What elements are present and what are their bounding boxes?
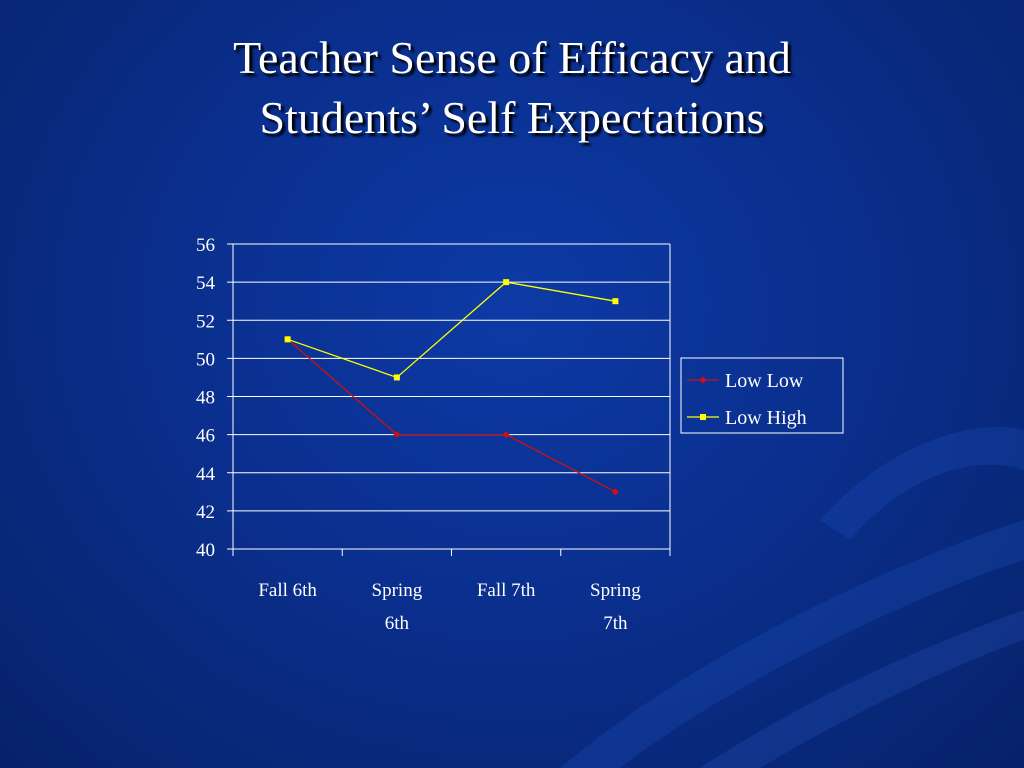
- x-tick-label-1: Spring: [372, 580, 423, 601]
- legend-item-low-low: Low Low: [687, 370, 804, 392]
- data-point: [393, 374, 400, 381]
- title-line-2: Students’ Self Expectations: [259, 92, 765, 143]
- y-tick-label-42: 42: [196, 502, 215, 523]
- y-tick-label-48: 48: [196, 388, 215, 409]
- series-low-high: [284, 279, 619, 381]
- data-point: [393, 431, 401, 439]
- axes: [227, 243, 671, 556]
- y-tick-label-44: 44: [196, 464, 216, 485]
- title-line-1: Teacher Sense of Efficacy and: [233, 32, 791, 83]
- x-tick-labels: Fall 6th Spring 6th Fall 7th Spring 7th: [258, 580, 641, 634]
- y-tick-label-50: 50: [196, 349, 215, 370]
- y-tick-label-52: 52: [196, 311, 215, 332]
- gridlines: [233, 243, 670, 512]
- y-tick-label-54: 54: [196, 273, 216, 294]
- legend-item-low-high: Low High: [687, 407, 807, 429]
- slide-title: Teacher Sense of Efficacy and Students’ …: [0, 28, 1024, 148]
- data-point: [284, 336, 291, 343]
- legend-label: Low Low: [725, 370, 804, 392]
- x-tick-label-0: Fall 6th: [258, 580, 317, 601]
- legend-label: Low High: [725, 407, 807, 429]
- data-point: [611, 488, 619, 496]
- y-tick-label-46: 46: [196, 426, 215, 447]
- y-tick-labels: 40 42 44 46 48 50 52 54 56: [196, 235, 216, 561]
- legend-marker: [700, 414, 706, 420]
- x-tick-label-2: Fall 7th: [477, 580, 536, 601]
- x-tick-label-3: Spring: [590, 580, 641, 601]
- legend-marker: [699, 376, 707, 384]
- data-point: [502, 431, 510, 439]
- x-tick-label-1-line2: 6th: [385, 613, 410, 634]
- y-tick-label-40: 40: [196, 540, 215, 561]
- legend: Low Low Low High: [680, 357, 844, 434]
- data-point: [612, 298, 619, 305]
- data-point: [503, 279, 510, 286]
- y-tick-label-56: 56: [196, 235, 215, 256]
- series-line: [287, 338, 616, 493]
- series-lines: [284, 279, 619, 496]
- series-line: [287, 281, 616, 379]
- x-tick-label-3-line2: 7th: [603, 613, 628, 634]
- series-low-low: [284, 335, 619, 496]
- legend-box: [680, 357, 844, 434]
